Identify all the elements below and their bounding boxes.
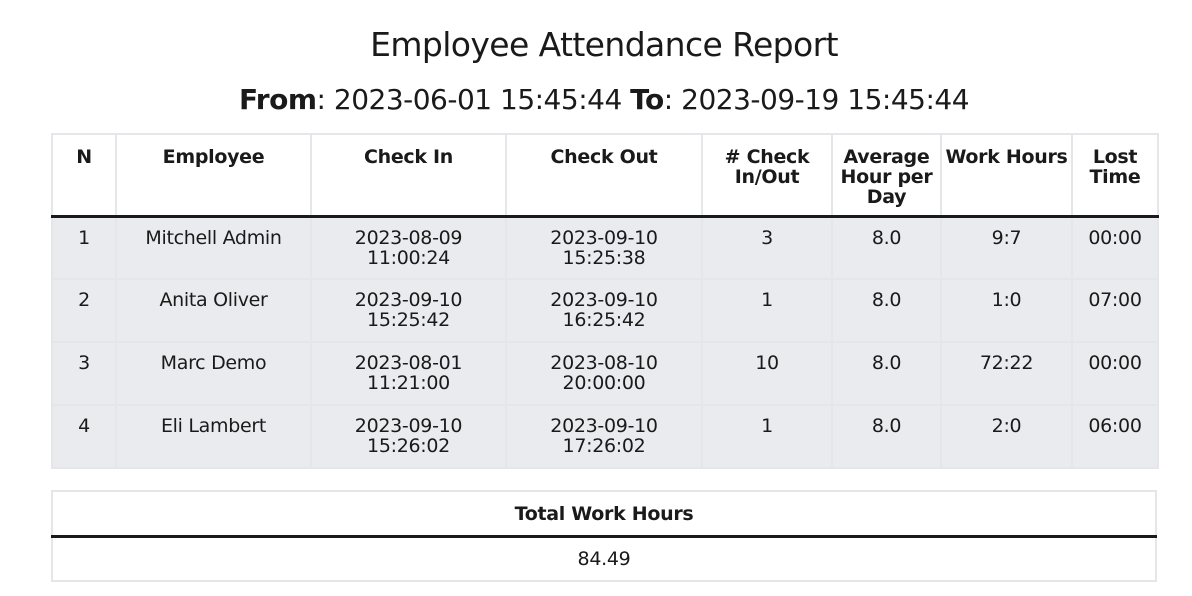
cell-lost-time: 06:00	[1071, 404, 1159, 469]
cell-work-hours: 72:22	[940, 341, 1073, 406]
cell-check-out: 2023-09-10 17:26:02	[505, 404, 703, 469]
from-value: 2023-06-01 15:45:44	[333, 83, 622, 116]
date-range: From: 2023-06-01 15:45:44 To: 2023-09-19…	[238, 83, 970, 116]
check-out-time: 16:25:42	[562, 309, 646, 331]
cell-check-count: 10	[701, 341, 833, 406]
report-title: Employee Attendance Report	[370, 25, 838, 64]
header-check-out: Check Out	[505, 133, 703, 218]
cell-work-hours: 2:0	[940, 404, 1073, 469]
cell-avg-hours: 8.0	[831, 278, 942, 343]
check-out-time: 20:00:00	[562, 372, 646, 394]
cell-work-hours: 9:7	[940, 215, 1073, 280]
table-row: 4 Eli Lambert 2023-09-10 15:26:02 2023-09…	[51, 404, 1159, 469]
total-value-row: 84.49	[51, 535, 1157, 582]
cell-check-count: 1	[701, 278, 833, 343]
check-in-date: 2023-09-10	[354, 289, 463, 311]
cell-check-out: 2023-09-10 15:25:38	[505, 215, 703, 280]
header-work-hours: Work Hours	[940, 133, 1073, 218]
cell-employee: Marc Demo	[115, 341, 312, 406]
check-in-time: 15:26:02	[367, 435, 450, 457]
check-in-time: 11:00:24	[367, 246, 450, 269]
cell-employee: Mitchell Admin	[115, 215, 312, 280]
header-avg-hours: Average Hour per Day	[831, 133, 942, 218]
table-row: 3 Marc Demo 2023-08-01 11:21:00 2023-08-1…	[51, 341, 1159, 406]
cell-check-count: 1	[701, 404, 833, 469]
cell-lost-time: 00:00	[1071, 215, 1159, 280]
cell-check-in: 2023-09-10 15:25:42	[310, 278, 507, 343]
cell-n: 1	[51, 215, 117, 280]
cell-check-count: 3	[701, 215, 833, 280]
header-n: N	[51, 133, 117, 218]
check-in-time: 15:25:42	[367, 309, 450, 331]
check-in-date: 2023-08-09	[354, 226, 463, 249]
cell-avg-hours: 8.0	[831, 341, 942, 406]
check-in-date: 2023-08-01	[354, 352, 463, 374]
header-check-count: # Check In/Out	[701, 133, 833, 218]
check-in-date: 2023-09-10	[354, 415, 463, 437]
cell-lost-time: 07:00	[1071, 278, 1159, 343]
header-employee: Employee	[115, 133, 312, 218]
to-value: 2023-09-19 15:45:44	[681, 83, 970, 116]
cell-check-out: 2023-09-10 16:25:42	[505, 278, 703, 343]
cell-avg-hours: 8.0	[831, 215, 942, 280]
cell-n: 2	[51, 278, 117, 343]
header-check-in: Check In	[310, 133, 507, 218]
cell-employee: Anita Oliver	[115, 278, 312, 343]
check-out-time: 15:25:38	[562, 246, 646, 269]
cell-n: 4	[51, 404, 117, 469]
check-out-date: 2023-09-10	[550, 289, 658, 311]
cell-avg-hours: 8.0	[831, 404, 942, 469]
cell-check-in: 2023-09-10 15:26:02	[310, 404, 507, 469]
cell-employee: Eli Lambert	[115, 404, 312, 469]
cell-check-out: 2023-08-10 20:00:00	[505, 341, 703, 406]
attendance-header-row: N Employee Check In Check Out # Check In…	[51, 133, 1159, 218]
total-work-hours-value: 84.49	[51, 535, 1157, 582]
cell-n: 3	[51, 341, 117, 406]
to-label: To	[630, 83, 664, 116]
cell-check-in: 2023-08-09 11:00:24	[310, 215, 507, 280]
attendance-table: N Employee Check In Check Out # Check In…	[51, 133, 1159, 469]
total-work-hours-table: Total Work Hours 84.49	[51, 490, 1157, 582]
check-out-date: 2023-09-10	[550, 415, 658, 437]
check-out-time: 17:26:02	[562, 435, 646, 457]
cell-lost-time: 00:00	[1071, 341, 1159, 406]
header-lost-time: Lost Time	[1071, 133, 1159, 218]
cell-work-hours: 1:0	[940, 278, 1073, 343]
table-row: 1 Mitchell Admin 2023-08-09 11:00:24 2023…	[51, 215, 1159, 280]
cell-check-in: 2023-08-01 11:21:00	[310, 341, 507, 406]
total-work-hours-header: Total Work Hours	[51, 490, 1157, 538]
check-in-time: 11:21:00	[367, 372, 450, 394]
total-header-row: Total Work Hours	[51, 490, 1157, 538]
check-out-date: 2023-09-10	[550, 226, 658, 249]
from-label: From	[238, 83, 317, 116]
table-row: 2 Anita Oliver 2023-09-10 15:25:42 2023-0…	[51, 278, 1159, 343]
check-out-date: 2023-08-10	[550, 352, 658, 374]
